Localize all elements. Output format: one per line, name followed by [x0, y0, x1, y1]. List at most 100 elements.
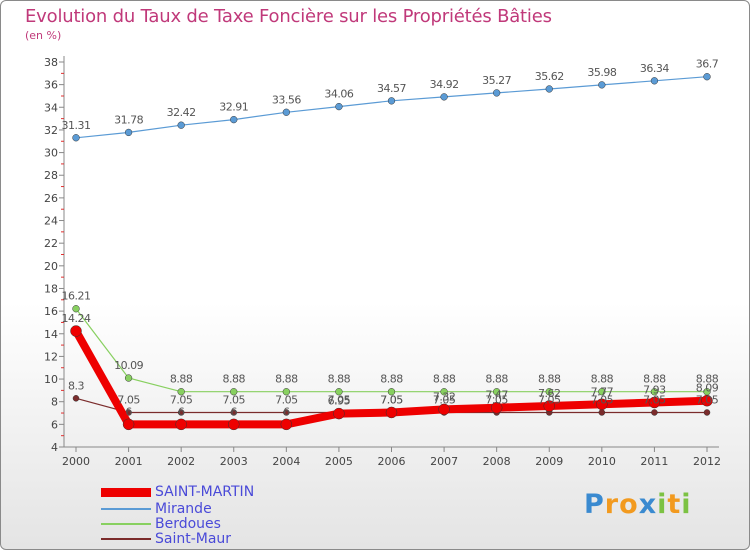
- data-label-saint-martin: 6: [231, 405, 238, 418]
- y-tick-label: 22: [44, 237, 58, 250]
- logo-letter: i: [657, 489, 668, 520]
- data-label-berdoues: 16.21: [62, 290, 91, 303]
- data-point-saint-martin: [543, 400, 555, 412]
- data-point-berdoues: [230, 388, 238, 396]
- data-point-mirande: [335, 102, 343, 111]
- data-point-mirande: [177, 121, 185, 129]
- data-label-saint-martin: 7.47: [485, 389, 508, 402]
- data-point-saint-maur: [283, 409, 290, 416]
- x-tick-label: 2005: [325, 455, 353, 468]
- x-tick-label: 2011: [640, 455, 668, 468]
- legend-item-berdoues: Berdoues: [101, 516, 221, 532]
- x-tick-label: 2009: [535, 455, 563, 468]
- x-tick-label: 2008: [483, 455, 511, 468]
- data-point-saint-martin: [701, 394, 713, 407]
- logo-letter: i: [681, 489, 692, 520]
- data-point-saint-martin: [333, 407, 345, 420]
- data-point-saint-maur: [703, 409, 711, 416]
- data-point-mirande: [72, 134, 80, 142]
- logo-letter: r: [604, 489, 620, 520]
- data-label-saint-maur: 7.05: [117, 393, 140, 406]
- data-point-saint-martin: [228, 418, 240, 431]
- legend-swatch-saint-martin: [101, 487, 151, 497]
- data-point-saint-martin: [385, 406, 398, 419]
- data-label-mirande: 34.06: [324, 88, 353, 101]
- legend-label-saint-martin: SAINT-MARTIN: [155, 484, 255, 500]
- y-tick-label: 38: [44, 56, 58, 69]
- data-label-mirande: 32.42: [167, 106, 196, 119]
- data-point-berdoues: [282, 388, 290, 396]
- data-point-berdoues: [72, 305, 80, 313]
- data-point-berdoues: [440, 388, 448, 396]
- data-point-berdoues: [545, 388, 553, 396]
- data-label-mirande: 32.91: [219, 101, 248, 114]
- logo-letter: x: [638, 489, 658, 520]
- y-axis-unit-label: (en %): [25, 29, 62, 42]
- data-label-mirande: 35.98: [587, 66, 616, 79]
- data-point-berdoues: [493, 388, 501, 396]
- axes: 4 6 8 10 12 14 16 18 20 22 24 26 28 30 32 34 36 38 2000 200…: [44, 56, 721, 468]
- data-point-saint-maur: [651, 409, 658, 416]
- data-point-saint-martin: [490, 401, 503, 414]
- legend-swatch-berdoues: [101, 523, 151, 525]
- data-point-saint-martin: [596, 398, 608, 411]
- y-tick-label: 30: [44, 147, 58, 160]
- data-label-berdoues: 8.88: [433, 373, 456, 386]
- data-label-saint-martin: 6: [283, 405, 290, 418]
- legend-swatch-mirande: [101, 508, 151, 510]
- legend-item-saint-maur: Saint-Maur: [101, 531, 231, 547]
- y-tick-label: 14: [44, 328, 58, 341]
- data-point-mirande: [387, 97, 396, 105]
- data-label-saint-martin: 7.32: [433, 390, 456, 403]
- legend-label-berdoues: Berdoues: [155, 516, 221, 532]
- data-label-saint-maur: 7.05: [380, 393, 403, 406]
- x-tick-label: 2010: [588, 455, 616, 468]
- data-point-saint-martin: [438, 403, 450, 416]
- data-point-saint-martin: [280, 418, 293, 431]
- data-point-mirande: [124, 128, 133, 137]
- y-tick-label: 8: [51, 396, 58, 409]
- data-label-mirande: 36.7: [696, 58, 719, 71]
- y-tick-label: 34: [44, 101, 58, 114]
- data-point-berdoues: [177, 388, 185, 396]
- legend-label-mirande: Mirande: [155, 501, 212, 517]
- data-label-saint-martin: 6: [178, 405, 185, 418]
- x-tick-label: 2003: [220, 455, 248, 468]
- data-label-saint-maur: 7.05: [223, 393, 246, 406]
- data-point-mirande: [230, 115, 238, 124]
- data-point-berdoues: [387, 388, 396, 396]
- series-berdoues: [72, 305, 711, 396]
- data-label-saint-maur: 7.05: [328, 393, 351, 406]
- data-point-saint-martin: [648, 396, 661, 409]
- y-tick-label: 6: [51, 418, 58, 431]
- data-point-saint-martin: [175, 418, 187, 431]
- x-tick-label: 2006: [378, 455, 406, 468]
- logo-letter: o: [619, 489, 639, 520]
- data-point-saint-martin: [122, 418, 135, 431]
- y-tick-label: 4: [51, 441, 58, 454]
- data-point-mirande: [650, 77, 659, 85]
- y-tick-label: 12: [44, 350, 58, 363]
- data-label-berdoues: 8.88: [380, 373, 403, 386]
- data-label-saint-maur: 7.05: [696, 393, 719, 406]
- data-label-berdoues: 8.88: [485, 373, 508, 386]
- y-tick-label: 26: [44, 192, 58, 205]
- series-mirande: [72, 73, 711, 142]
- data-point-mirande: [282, 108, 290, 116]
- data-label-mirande: 35.27: [482, 74, 511, 87]
- data-point-mirande: [493, 89, 501, 97]
- data-point-berdoues: [124, 374, 133, 382]
- data-label-berdoues: 8.88: [643, 373, 666, 386]
- data-point-saint-maur: [72, 395, 80, 402]
- data-point-mirande: [598, 81, 606, 89]
- y-tick-label: 28: [44, 169, 58, 182]
- data-label-saint-maur: 7.05: [485, 393, 508, 406]
- x-tick-label: 2004: [272, 455, 300, 468]
- legend-item-saint-martin: SAINT-MARTIN: [101, 484, 255, 500]
- data-label-saint-martin: 7.77: [591, 385, 614, 398]
- data-point-saint-maur: [230, 409, 237, 416]
- data-label-saint-martin: 6.95: [328, 395, 351, 408]
- data-label-berdoues: 8.88: [328, 373, 351, 386]
